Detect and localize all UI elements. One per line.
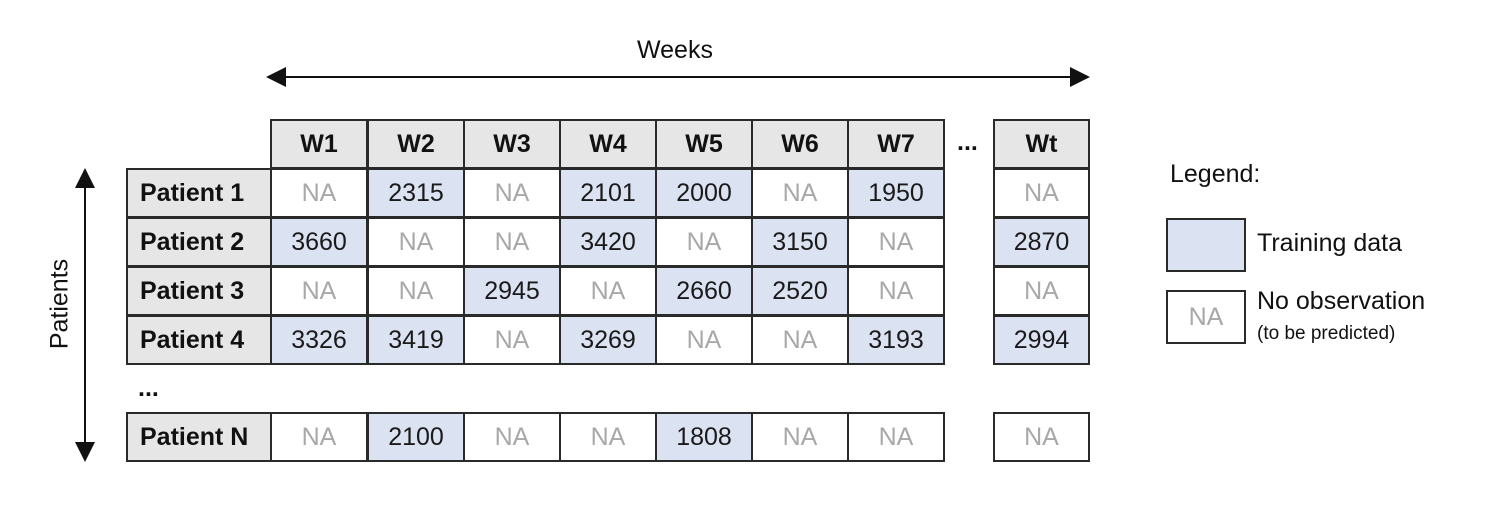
row-header: Patient N	[126, 412, 272, 462]
legend-na-sublabel: (to be predicted)	[1257, 323, 1396, 344]
training-cell: 2101	[559, 168, 657, 218]
training-cell: 3150	[751, 217, 849, 267]
na-cell: NA	[367, 217, 465, 267]
na-cell-last: NA	[993, 266, 1090, 316]
training-cell: 1950	[847, 168, 945, 218]
training-cell: 3419	[367, 315, 465, 365]
na-cell: NA	[270, 168, 368, 218]
na-cell: NA	[655, 217, 753, 267]
na-cell: NA	[559, 266, 657, 316]
training-cell: 3193	[847, 315, 945, 365]
na-cell: NA	[463, 315, 561, 365]
column-header: W5	[655, 119, 753, 169]
training-cell: 3326	[270, 315, 368, 365]
training-cell: 3269	[559, 315, 657, 365]
na-cell-last: NA	[993, 412, 1090, 462]
training-cell: 2945	[463, 266, 561, 316]
training-cell: 3660	[270, 217, 368, 267]
training-cell: 1808	[655, 412, 753, 462]
row-header: Patient 3	[126, 266, 272, 316]
training-cell: 2660	[655, 266, 753, 316]
na-cell: NA	[847, 412, 945, 462]
na-cell: NA	[847, 266, 945, 316]
training-cell: 2100	[367, 412, 465, 462]
week-columns-ellipsis: ...	[957, 128, 978, 156]
na-cell-last: NA	[993, 168, 1090, 218]
patient-rows-ellipsis: ...	[138, 374, 159, 402]
training-cell: 2520	[751, 266, 849, 316]
na-cell: NA	[367, 266, 465, 316]
row-header: Patient 1	[126, 168, 272, 218]
column-header: W3	[463, 119, 561, 169]
legend-na-label: No observation	[1257, 287, 1426, 315]
na-cell: NA	[559, 412, 657, 462]
training-cell: 2000	[655, 168, 753, 218]
column-header: W7	[847, 119, 945, 169]
column-header-last: Wt	[993, 119, 1090, 169]
na-cell: NA	[751, 412, 849, 462]
column-header: W2	[367, 119, 465, 169]
na-cell: NA	[463, 412, 561, 462]
legend-na-swatch: NA	[1166, 290, 1246, 344]
column-header: W1	[270, 119, 368, 169]
training-cell-last: 2994	[993, 315, 1090, 365]
legend-training-swatch	[1166, 218, 1246, 272]
na-cell: NA	[270, 412, 368, 462]
patients-axis-label: Patients	[45, 258, 74, 350]
training-cell-last: 2870	[993, 217, 1090, 267]
na-cell: NA	[847, 217, 945, 267]
row-header: Patient 4	[126, 315, 272, 365]
weeks-axis-label: Weeks	[637, 36, 713, 64]
na-cell: NA	[270, 266, 368, 316]
na-cell: NA	[751, 315, 849, 365]
na-cell: NA	[463, 217, 561, 267]
column-header: W4	[559, 119, 657, 169]
na-cell: NA	[751, 168, 849, 218]
na-cell: NA	[655, 315, 753, 365]
row-header: Patient 2	[126, 217, 272, 267]
na-cell: NA	[463, 168, 561, 218]
column-header: W6	[751, 119, 849, 169]
training-cell: 2315	[367, 168, 465, 218]
legend-title: Legend:	[1170, 160, 1261, 188]
legend-training-label: Training data	[1257, 229, 1402, 257]
training-cell: 3420	[559, 217, 657, 267]
